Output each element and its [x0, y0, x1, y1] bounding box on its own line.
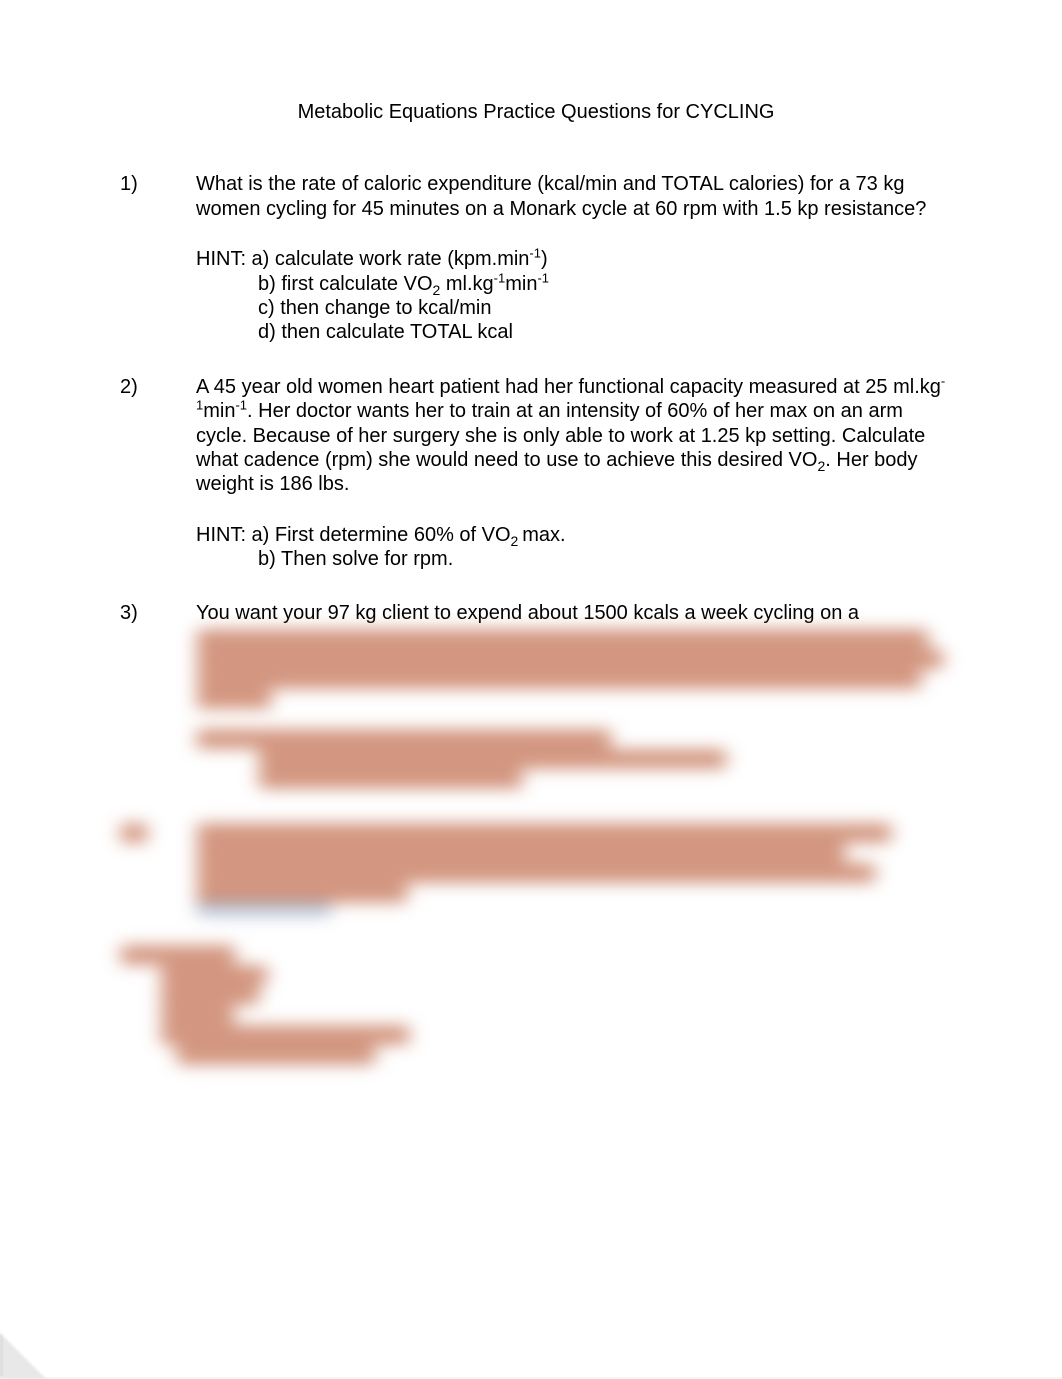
question-2: 2) A 45 year old women heart patient had…	[120, 375, 952, 497]
question-3-text: You want your 97 kg client to expend abo…	[196, 601, 952, 625]
blur-line	[160, 988, 260, 1002]
question-1-number: 1)	[120, 172, 196, 221]
question-3: 3) You want your 97 kg client to expend …	[120, 601, 952, 625]
blur-line	[196, 906, 332, 912]
blur-line	[160, 968, 268, 982]
question-4-blurred	[120, 820, 952, 918]
q2-text-post: . Her doctor wants her to train at an in…	[196, 400, 925, 471]
q1-hint-b-sup1: -1	[494, 270, 506, 285]
question-1: 1) What is the rate of caloric expenditu…	[120, 172, 952, 221]
q1-hint-a-close: )	[541, 248, 548, 270]
blur-line	[196, 886, 408, 900]
blur-line	[258, 752, 727, 766]
q2-text-pre: A 45 year old women heart patient had he…	[196, 376, 941, 398]
blur-line	[196, 846, 846, 860]
blur-line	[196, 672, 922, 686]
blur-line	[258, 772, 523, 786]
blur-line	[120, 948, 236, 962]
q1-hint-a-text: HINT: a) calculate work rate (kpm.min	[196, 248, 529, 270]
q2-hint-a-pre: HINT: a) First determine 60% of VO	[196, 524, 511, 546]
q1-hint-b: b) first calculate VO2 ml.kg-1min-1	[196, 272, 952, 296]
q1-hint-a: HINT: a) calculate work rate (kpm.min-1)	[196, 247, 952, 271]
question-3-blurred-text	[196, 632, 952, 706]
page-title: Metabolic Equations Practice Questions f…	[120, 100, 952, 124]
q1-hint-b-mid: ml.kg	[440, 273, 493, 295]
q1-hint-b-mid2: min	[505, 273, 537, 295]
blur-line	[196, 652, 944, 666]
q2-hint-a-post: max.	[522, 524, 565, 546]
question-2-number: 2)	[120, 375, 196, 497]
question-1-hint: HINT: a) calculate work rate (kpm.min-1)…	[196, 247, 952, 345]
q1-hint-b-sup2: -1	[537, 270, 549, 285]
blur-line	[196, 692, 272, 706]
question-3-number: 3)	[120, 601, 196, 625]
blur-line	[196, 732, 612, 746]
q1-hint-a-sup: -1	[529, 246, 541, 261]
q2-mid1: min	[203, 400, 235, 422]
question-1-text: What is the rate of caloric expenditure …	[196, 172, 952, 221]
document-page: Metabolic Equations Practice Questions f…	[0, 0, 1062, 1377]
q1-hint-d: d) then calculate TOTAL kcal	[196, 320, 952, 344]
page-corner-fold-icon	[0, 1333, 44, 1377]
blur-line	[196, 826, 892, 840]
q1-hint-b-pre: b) first calculate VO	[258, 273, 433, 295]
q2-sup2: -1	[235, 397, 247, 412]
q2-hint-a: HINT: a) First determine 60% of VO2 max.	[196, 523, 952, 547]
q4-num-blur	[120, 820, 196, 918]
q1-hint-c: c) then change to kcal/min	[196, 296, 952, 320]
answers-blurred	[120, 948, 952, 1062]
blur-line	[176, 1048, 376, 1062]
question-2-hint: HINT: a) First determine 60% of VO2 max.…	[196, 523, 952, 572]
question-3-blurred-hint	[196, 732, 952, 786]
q2-hint-b: b) Then solve for rpm.	[196, 547, 952, 571]
blur-line	[196, 866, 876, 880]
q2-hint-a-sub: 2	[511, 533, 523, 549]
question-2-text: A 45 year old women heart patient had he…	[196, 375, 952, 497]
blur-line	[160, 1028, 410, 1042]
blur-line	[160, 1008, 235, 1022]
blur-line	[196, 632, 929, 646]
